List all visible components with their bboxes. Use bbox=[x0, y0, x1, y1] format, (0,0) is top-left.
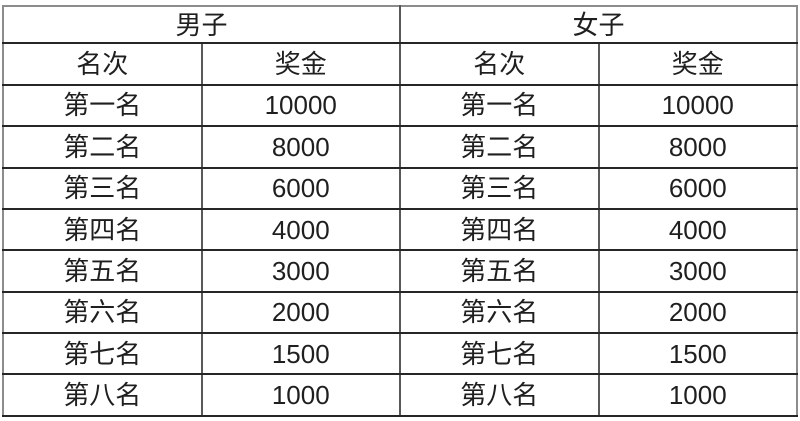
women-prize-cell: 6000 bbox=[597, 166, 798, 210]
women-prize-header: 奖金 bbox=[597, 42, 798, 86]
women-prize-cell: 1000 bbox=[597, 373, 798, 417]
men-rank-cell: 第八名 bbox=[2, 373, 203, 417]
women-prize-cell: 1500 bbox=[597, 332, 798, 376]
women-rank-cell: 第四名 bbox=[399, 207, 600, 252]
prize-table: 男子 女子 名次 奖金 名次 奖金 第一名 10000 第一名 10000 第二… bbox=[2, 4, 798, 417]
men-group-header: 男子 bbox=[2, 4, 401, 45]
group-header-row: 男子 女子 bbox=[2, 4, 798, 45]
women-prize-cell: 8000 bbox=[597, 125, 798, 169]
women-prize-cell: 2000 bbox=[597, 290, 798, 335]
table-row: 第八名 1000 第八名 1000 bbox=[2, 373, 798, 417]
men-prize-cell: 10000 bbox=[200, 83, 401, 128]
women-prize-cell: 3000 bbox=[597, 249, 798, 293]
women-rank-cell: 第五名 bbox=[399, 249, 600, 293]
men-rank-cell: 第二名 bbox=[2, 125, 203, 169]
men-rank-cell: 第七名 bbox=[2, 332, 203, 376]
men-prize-cell: 8000 bbox=[200, 125, 401, 169]
women-rank-cell: 第六名 bbox=[399, 290, 600, 335]
table-row: 第五名 3000 第五名 3000 bbox=[2, 249, 798, 293]
men-rank-cell: 第一名 bbox=[2, 83, 203, 128]
table-row: 第二名 8000 第二名 8000 bbox=[2, 125, 798, 169]
men-prize-cell: 1500 bbox=[200, 332, 401, 376]
women-rank-cell: 第二名 bbox=[399, 125, 600, 169]
table-row: 第七名 1500 第七名 1500 bbox=[2, 332, 798, 376]
men-rank-cell: 第五名 bbox=[2, 249, 203, 293]
men-prize-cell: 2000 bbox=[200, 290, 401, 335]
women-prize-cell: 4000 bbox=[597, 207, 798, 252]
men-prize-cell: 3000 bbox=[200, 249, 401, 293]
women-rank-cell: 第三名 bbox=[399, 166, 600, 210]
men-prize-cell: 1000 bbox=[200, 373, 401, 417]
men-rank-cell: 第四名 bbox=[2, 207, 203, 252]
women-prize-cell: 10000 bbox=[597, 83, 798, 128]
men-prize-cell: 6000 bbox=[200, 166, 401, 210]
column-header-row: 名次 奖金 名次 奖金 bbox=[2, 42, 798, 86]
women-rank-cell: 第七名 bbox=[399, 332, 600, 376]
women-rank-header: 名次 bbox=[399, 42, 600, 86]
women-rank-cell: 第一名 bbox=[399, 83, 600, 128]
men-rank-header: 名次 bbox=[2, 42, 203, 86]
women-group-header: 女子 bbox=[399, 4, 798, 45]
table-row: 第一名 10000 第一名 10000 bbox=[2, 83, 798, 128]
table-row: 第三名 6000 第三名 6000 bbox=[2, 166, 798, 210]
men-rank-cell: 第六名 bbox=[2, 290, 203, 335]
table-row: 第六名 2000 第六名 2000 bbox=[2, 290, 798, 335]
men-prize-header: 奖金 bbox=[200, 42, 401, 86]
men-prize-cell: 4000 bbox=[200, 207, 401, 252]
women-rank-cell: 第八名 bbox=[399, 373, 600, 417]
table-row: 第四名 4000 第四名 4000 bbox=[2, 207, 798, 252]
men-rank-cell: 第三名 bbox=[2, 166, 203, 210]
